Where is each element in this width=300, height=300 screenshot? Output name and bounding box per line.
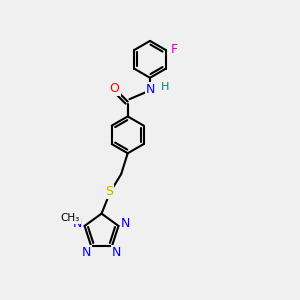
Text: N: N: [112, 246, 121, 259]
Text: CH₃: CH₃: [61, 214, 80, 224]
Text: H: H: [161, 82, 169, 92]
Text: S: S: [105, 185, 113, 198]
Text: O: O: [110, 82, 120, 95]
Text: F: F: [171, 43, 178, 56]
Text: N: N: [73, 217, 82, 230]
Text: N: N: [82, 246, 91, 259]
Text: N: N: [146, 82, 155, 96]
Text: N: N: [121, 217, 130, 230]
